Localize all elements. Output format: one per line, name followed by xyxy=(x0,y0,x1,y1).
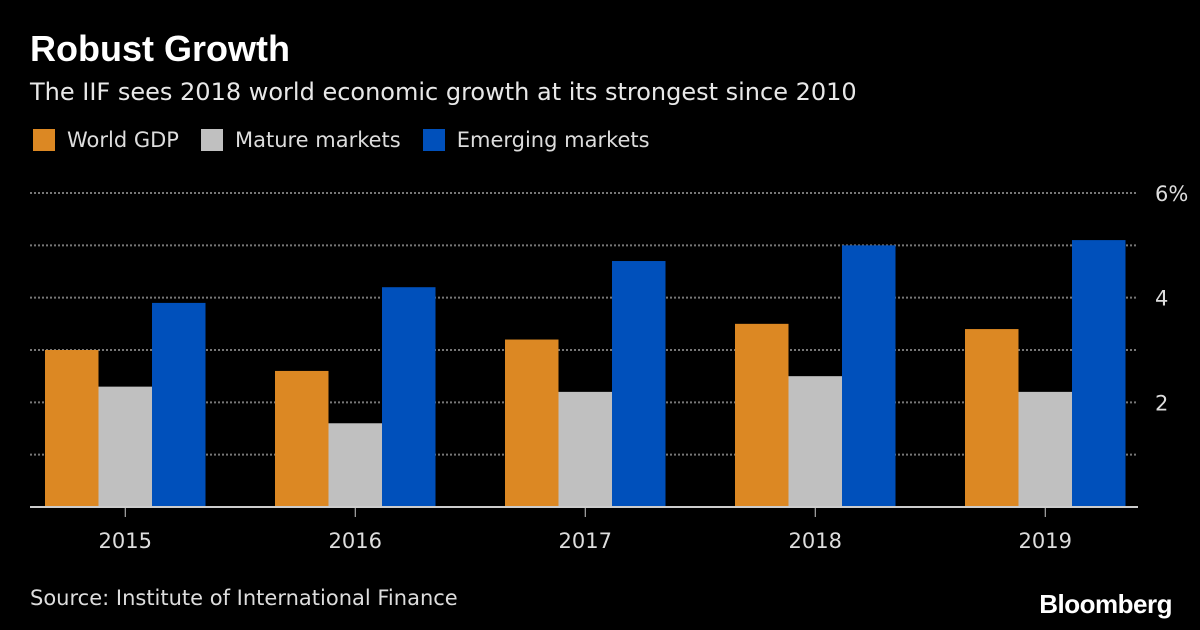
legend: World GDP Mature markets Emerging market… xyxy=(33,128,650,152)
bar-world-gdp-2018 xyxy=(735,323,789,507)
bar-mature-markets-2015 xyxy=(98,386,152,507)
legend-item-emerging-markets: Emerging markets xyxy=(422,128,650,152)
legend-label: World GDP xyxy=(67,128,179,152)
bar-emerging-markets-2019 xyxy=(1072,240,1126,507)
bar-mature-markets-2019 xyxy=(1018,391,1072,507)
x-tick-label: 2018 xyxy=(789,529,842,553)
x-tick-label: 2017 xyxy=(559,529,612,553)
chart-subtitle: The IIF sees 2018 world economic growth … xyxy=(30,78,857,106)
chart-title: Robust Growth xyxy=(30,28,290,69)
legend-swatch xyxy=(422,129,445,151)
y-tick-label: 6% xyxy=(1155,182,1188,206)
legend-item-mature-markets: Mature markets xyxy=(200,128,401,152)
x-tick-label: 2019 xyxy=(1019,529,1072,553)
bar-world-gdp-2015 xyxy=(45,350,99,507)
bar-mature-markets-2016 xyxy=(328,423,382,507)
legend-label: Emerging markets xyxy=(456,128,650,152)
y-tick-label: 4 xyxy=(1155,287,1168,311)
bloomberg-logo: Bloomberg xyxy=(1039,589,1172,619)
bar-world-gdp-2017 xyxy=(505,339,559,507)
y-tick-label: 2 xyxy=(1155,391,1168,415)
bar-emerging-markets-2015 xyxy=(152,302,206,507)
bar-emerging-markets-2018 xyxy=(842,245,896,508)
bar-world-gdp-2019 xyxy=(965,329,1019,507)
bar-emerging-markets-2016 xyxy=(382,287,436,507)
legend-label: Mature markets xyxy=(234,128,401,152)
bar-emerging-markets-2017 xyxy=(612,261,666,507)
legend-swatch xyxy=(33,129,55,151)
x-tick-label: 2016 xyxy=(329,529,382,553)
bar-mature-markets-2017 xyxy=(558,391,612,507)
source-note: Source: Institute of International Finan… xyxy=(30,586,458,610)
bar-world-gdp-2016 xyxy=(275,370,329,507)
legend-swatch xyxy=(200,129,223,151)
bar-mature-markets-2018 xyxy=(788,376,842,507)
x-tick-label: 2015 xyxy=(99,529,152,553)
legend-item-world-gdp: World GDP xyxy=(33,128,179,152)
